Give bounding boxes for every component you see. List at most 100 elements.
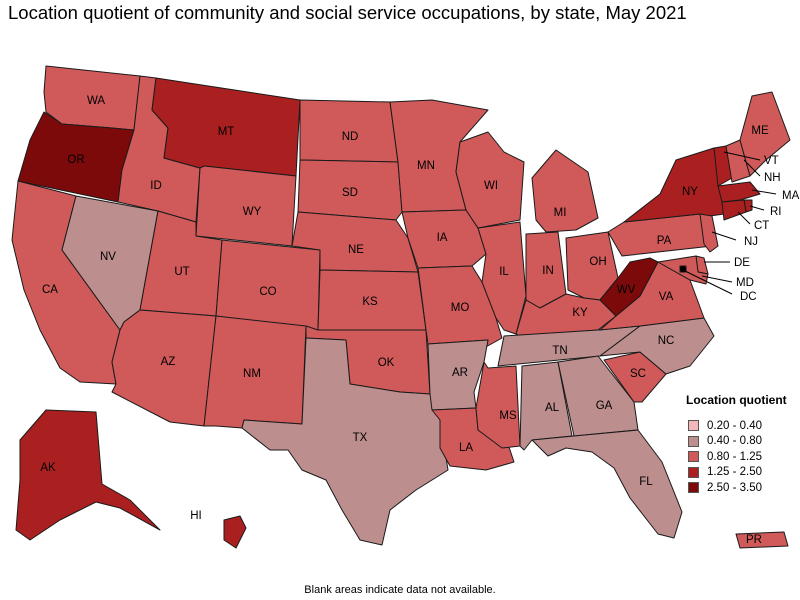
state-wy [195,165,297,247]
state-label-tx: TX [353,432,368,444]
legend-swatch [688,482,699,494]
state-label-ri: RI [770,206,782,218]
state-pr [735,531,789,549]
state-label-nm: NM [243,368,261,380]
state-label-ny: NY [682,186,698,198]
state-label-va: VA [659,291,674,303]
state-sd [297,159,403,221]
state-ct [721,199,747,221]
state-il [477,221,527,335]
dc-marker [680,266,686,272]
legend-label: 1.25 - 2.50 [707,466,762,479]
state-label-mt: MT [218,126,235,138]
leader-line-nj [711,231,737,241]
state-sc [603,351,667,403]
state-label-co: CO [259,286,276,298]
state-label-ma: MA [782,190,800,202]
leader-line-dc [682,269,733,295]
map-legend: Location quotient 0.20 - 0.40 0.40 - 0.8… [686,393,787,496]
legend-label: 2.50 - 3.50 [707,481,762,494]
state-label-wy: WY [243,206,262,218]
state-shapes [11,65,791,549]
leader-line-md [701,275,733,283]
legend-swatch [688,451,699,463]
state-label-ks: KS [362,296,378,308]
state-label-tn: TN [552,345,567,357]
state-mi [531,149,599,233]
state-label-in: IN [542,265,554,277]
state-label-ak: AK [40,462,56,474]
state-label-vt: VT [764,155,779,167]
state-label-la: LA [459,442,473,454]
state-label-ct: CT [754,220,769,232]
legend-item: 0.80 - 1.25 [686,449,787,465]
leader-line-ma [751,189,777,195]
legend-swatch [688,435,699,447]
state-label-mi: MI [554,207,567,219]
state-me [739,91,791,177]
state-label-ky: KY [572,307,588,319]
footnote: Blank areas indicate data not available. [304,584,496,596]
state-label-wi: WI [484,180,498,192]
legend-swatch [688,466,699,478]
legend-title: Location quotient [686,393,787,407]
state-label-id: ID [150,180,162,192]
state-label-ms: MS [499,410,517,422]
state-label-sd: SD [342,187,358,199]
state-ak [15,409,161,541]
state-label-mn: MN [417,160,435,172]
state-label-ia: IA [437,232,448,244]
state-ar [427,339,489,411]
state-label-wv: WV [617,284,636,296]
state-nj [699,213,719,253]
state-label-nh: NH [764,172,781,184]
state-label-ne: NE [348,244,364,256]
state-label-ar: AR [452,367,468,379]
state-label-ok: OK [378,357,395,369]
state-label-nv: NV [100,251,116,263]
state-label-pr: PR [746,534,762,546]
legend-item: 0.40 - 0.80 [686,434,787,450]
state-tx [241,337,449,546]
legend-swatch [688,420,699,432]
state-label-ut: UT [174,266,189,278]
state-fl [531,429,683,539]
legend-label: 0.80 - 1.25 [707,450,762,463]
legend-item: 2.50 - 3.50 [686,480,787,496]
state-label-nd: ND [342,131,359,143]
state-label-mo: MO [451,302,470,314]
leader-line-nh [743,159,761,177]
leader-line-ri [749,205,765,211]
state-label-me: ME [751,125,769,137]
legend-label: 0.40 - 0.80 [707,435,762,448]
state-label-oh: OH [589,256,606,268]
state-label-il: IL [499,266,509,278]
state-co [215,239,321,331]
state-ms [475,361,521,449]
state-label-sc: SC [630,368,646,380]
state-label-fl: FL [639,476,653,488]
state-label-hi: HI [190,510,202,522]
state-label-de: DE [734,257,750,269]
state-wv [599,257,659,317]
leader-line-vt [723,151,761,161]
state-label-nc: NC [658,335,675,347]
state-labels: WA OR CA NV ID MT WY UT AZ CO NM ND SD NE KS OK TX MN IA MO… [40,95,799,546]
state-label-or: OR [67,154,84,166]
state-label-wa: WA [87,95,105,107]
state-wi [455,131,525,229]
state-label-az: AZ [161,356,176,368]
state-label-ca: CA [42,284,58,296]
state-label-ga: GA [596,400,613,412]
state-ny [623,147,725,223]
state-label-nj: NJ [744,236,758,248]
state-hi [223,515,247,549]
state-label-pa: PA [657,235,672,247]
leader-line-ct [737,211,751,225]
legend-label: 0.20 - 0.40 [707,419,762,432]
legend-item: 0.20 - 0.40 [686,418,787,434]
state-ga [557,355,639,437]
state-label-al: AL [545,402,560,414]
state-label-dc: DC [740,291,757,303]
